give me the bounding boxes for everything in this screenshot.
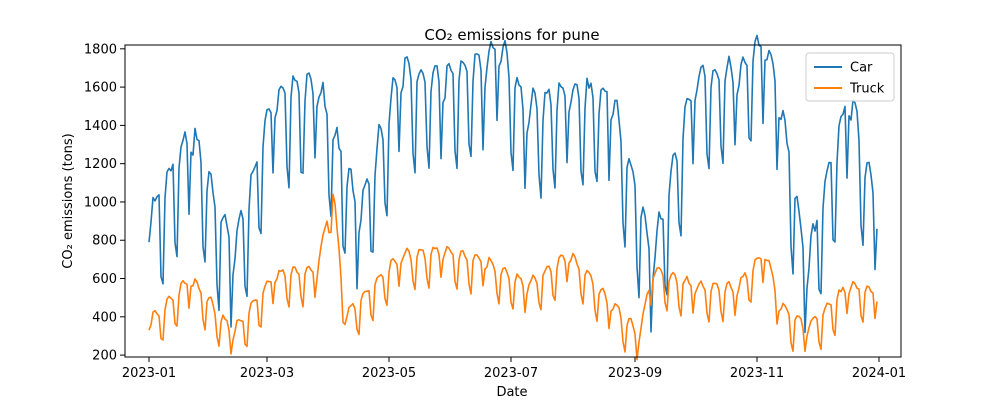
y-tick-label: 200: [92, 349, 117, 364]
chart-title: CO₂ emissions for pune: [424, 26, 599, 44]
y-tick-label: 600: [92, 272, 117, 287]
plot-frame: [124, 44, 902, 358]
legend-label-truck: Truck: [849, 82, 885, 97]
y-axis-title: CO₂ emissions (tons): [61, 133, 76, 268]
x-tick-label: 2023-01: [122, 366, 176, 381]
y-tick-label: 1600: [84, 81, 117, 96]
legend: Car Truck: [805, 52, 895, 102]
series-layer: [148, 34, 878, 361]
legend-label-car: Car: [850, 61, 873, 76]
y-tick-label: 1200: [84, 157, 117, 172]
y-tick-label: 400: [92, 310, 117, 325]
series-line-truck: [148, 193, 878, 361]
y-tick-label: 1000: [84, 195, 117, 210]
x-axis: 2023-01 2023-03 2023-05 2023-07 2023-09 2023-…: [122, 357, 906, 381]
y-tick-label: 1800: [84, 42, 117, 57]
y-tick-label: 800: [92, 234, 117, 249]
x-tick-label: 2023-11: [730, 366, 784, 381]
x-axis-title: Date: [496, 385, 527, 400]
x-tick-label: 2024-01: [852, 366, 906, 381]
y-tick-label: 1400: [84, 119, 117, 134]
x-tick-label: 2023-09: [608, 366, 662, 381]
x-tick-label: 2023-03: [240, 366, 294, 381]
x-tick-label: 2023-07: [484, 366, 538, 381]
y-axis: 200 400 600 800 1000 1200 1400 1600 1800: [84, 42, 125, 364]
series-line-car: [148, 34, 878, 334]
x-tick-label: 2023-05: [362, 366, 416, 381]
